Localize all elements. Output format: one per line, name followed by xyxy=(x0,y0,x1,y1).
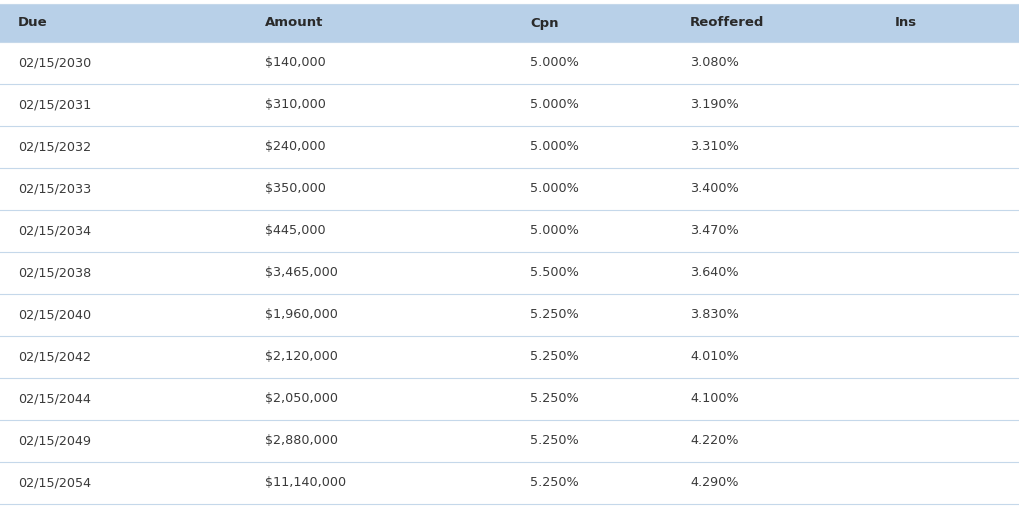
Text: 5.000%: 5.000% xyxy=(530,224,579,238)
Text: Cpn: Cpn xyxy=(530,16,558,30)
Text: 02/15/2042: 02/15/2042 xyxy=(18,351,91,364)
Text: 5.250%: 5.250% xyxy=(530,435,578,447)
Text: Reoffered: Reoffered xyxy=(689,16,763,30)
Text: 5.250%: 5.250% xyxy=(530,477,578,489)
Text: 4.010%: 4.010% xyxy=(689,351,738,364)
Text: 02/15/2030: 02/15/2030 xyxy=(18,56,91,70)
Text: Ins: Ins xyxy=(894,16,916,30)
Text: 4.100%: 4.100% xyxy=(689,393,738,406)
Text: $445,000: $445,000 xyxy=(265,224,325,238)
Text: 3.400%: 3.400% xyxy=(689,182,738,196)
Text: 3.310%: 3.310% xyxy=(689,140,738,154)
Text: 3.470%: 3.470% xyxy=(689,224,738,238)
Text: 5.250%: 5.250% xyxy=(530,351,578,364)
Text: 3.190%: 3.190% xyxy=(689,98,738,112)
Text: 3.080%: 3.080% xyxy=(689,56,738,70)
Text: Amount: Amount xyxy=(265,16,323,30)
Text: 5.000%: 5.000% xyxy=(530,56,579,70)
Text: 5.500%: 5.500% xyxy=(530,267,579,280)
Text: 4.290%: 4.290% xyxy=(689,477,738,489)
Bar xyxy=(0,4,1019,42)
Text: 02/15/2038: 02/15/2038 xyxy=(18,267,91,280)
Text: Due: Due xyxy=(18,16,48,30)
Text: 5.000%: 5.000% xyxy=(530,140,579,154)
Text: 02/15/2040: 02/15/2040 xyxy=(18,309,91,322)
Text: $140,000: $140,000 xyxy=(265,56,325,70)
Text: 5.250%: 5.250% xyxy=(530,309,578,322)
Text: $2,050,000: $2,050,000 xyxy=(265,393,337,406)
Text: 02/15/2049: 02/15/2049 xyxy=(18,435,91,447)
Text: 5.250%: 5.250% xyxy=(530,393,578,406)
Text: $2,880,000: $2,880,000 xyxy=(265,435,337,447)
Text: $1,960,000: $1,960,000 xyxy=(265,309,337,322)
Text: 02/15/2034: 02/15/2034 xyxy=(18,224,91,238)
Text: $240,000: $240,000 xyxy=(265,140,325,154)
Text: $3,465,000: $3,465,000 xyxy=(265,267,337,280)
Text: 02/15/2032: 02/15/2032 xyxy=(18,140,91,154)
Text: 3.640%: 3.640% xyxy=(689,267,738,280)
Text: 5.000%: 5.000% xyxy=(530,98,579,112)
Text: 5.000%: 5.000% xyxy=(530,182,579,196)
Text: 3.830%: 3.830% xyxy=(689,309,738,322)
Text: 02/15/2033: 02/15/2033 xyxy=(18,182,91,196)
Text: 02/15/2031: 02/15/2031 xyxy=(18,98,91,112)
Text: $350,000: $350,000 xyxy=(265,182,325,196)
Text: 4.220%: 4.220% xyxy=(689,435,738,447)
Text: 02/15/2054: 02/15/2054 xyxy=(18,477,91,489)
Text: $2,120,000: $2,120,000 xyxy=(265,351,337,364)
Text: $310,000: $310,000 xyxy=(265,98,325,112)
Text: $11,140,000: $11,140,000 xyxy=(265,477,345,489)
Text: 02/15/2044: 02/15/2044 xyxy=(18,393,91,406)
